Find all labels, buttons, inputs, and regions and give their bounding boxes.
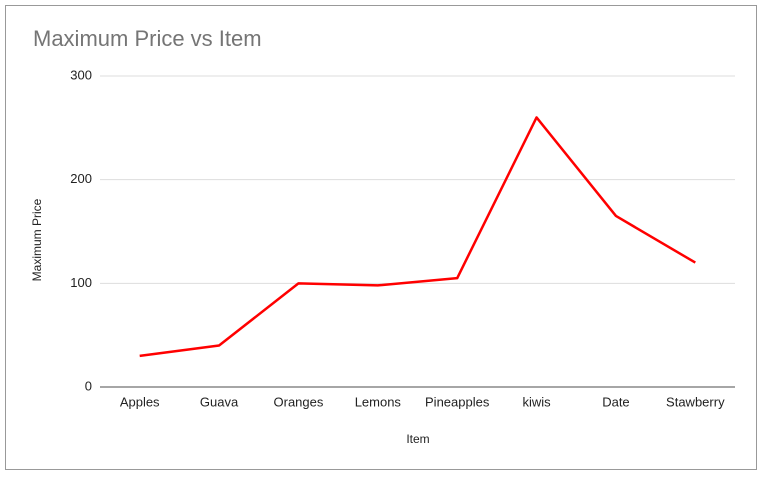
x-tick-label: Date — [602, 394, 629, 409]
x-axis-title: Item — [406, 432, 429, 446]
y-tick-label: 0 — [85, 378, 92, 393]
line-series — [139, 116, 696, 358]
chart-frame — [5, 5, 757, 470]
x-tick-label: Oranges — [274, 394, 324, 409]
x-tick-label: Lemons — [355, 394, 402, 409]
x-tick-label: Stawberry — [666, 394, 725, 409]
x-tick-label: Pineapples — [425, 394, 490, 409]
x-tick-label: Apples — [120, 394, 160, 409]
y-axis-title: Maximum Price — [30, 198, 44, 281]
x-tick-label: kiwis — [522, 394, 551, 409]
y-tick-label: 100 — [70, 275, 92, 290]
y-tick-label: 200 — [70, 171, 92, 186]
chart-title: Maximum Price vs Item — [33, 26, 262, 51]
x-tick-label: Guava — [200, 394, 239, 409]
y-tick-label: 300 — [70, 67, 92, 82]
